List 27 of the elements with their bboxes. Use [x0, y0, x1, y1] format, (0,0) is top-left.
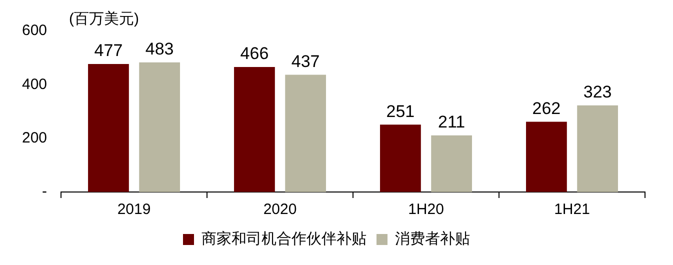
y-tick-label: 200 [22, 129, 48, 146]
y-tick-label: - [42, 183, 48, 200]
legend-label: 商家和司机合作伙伴补贴 [202, 230, 366, 248]
bar [88, 64, 129, 192]
x-tick-label: 2019 [117, 201, 151, 218]
bar [526, 122, 567, 192]
data-label: 437 [291, 52, 320, 71]
data-label: 251 [386, 102, 415, 121]
bar [380, 124, 421, 192]
x-tick-label: 1H20 [408, 201, 444, 218]
legend-label: 消费者补贴 [395, 230, 470, 248]
text: (百万美元) [69, 10, 140, 28]
data-label: 323 [583, 82, 612, 102]
data-label: 477 [94, 41, 123, 60]
bar [139, 62, 180, 192]
bar [431, 135, 472, 192]
data-label: 262 [532, 98, 561, 118]
y-tick-label: 400 [22, 76, 48, 93]
data-label: 483 [145, 40, 174, 59]
x-tick-label: 1H21 [554, 201, 590, 218]
y-tick-label: 600 [22, 22, 48, 40]
data-label: 466 [240, 44, 269, 64]
data-label: 211 [438, 112, 466, 132]
x-tick-label: 2020 [263, 201, 297, 218]
bar [285, 74, 326, 192]
bar [577, 105, 618, 192]
bar [234, 66, 275, 192]
